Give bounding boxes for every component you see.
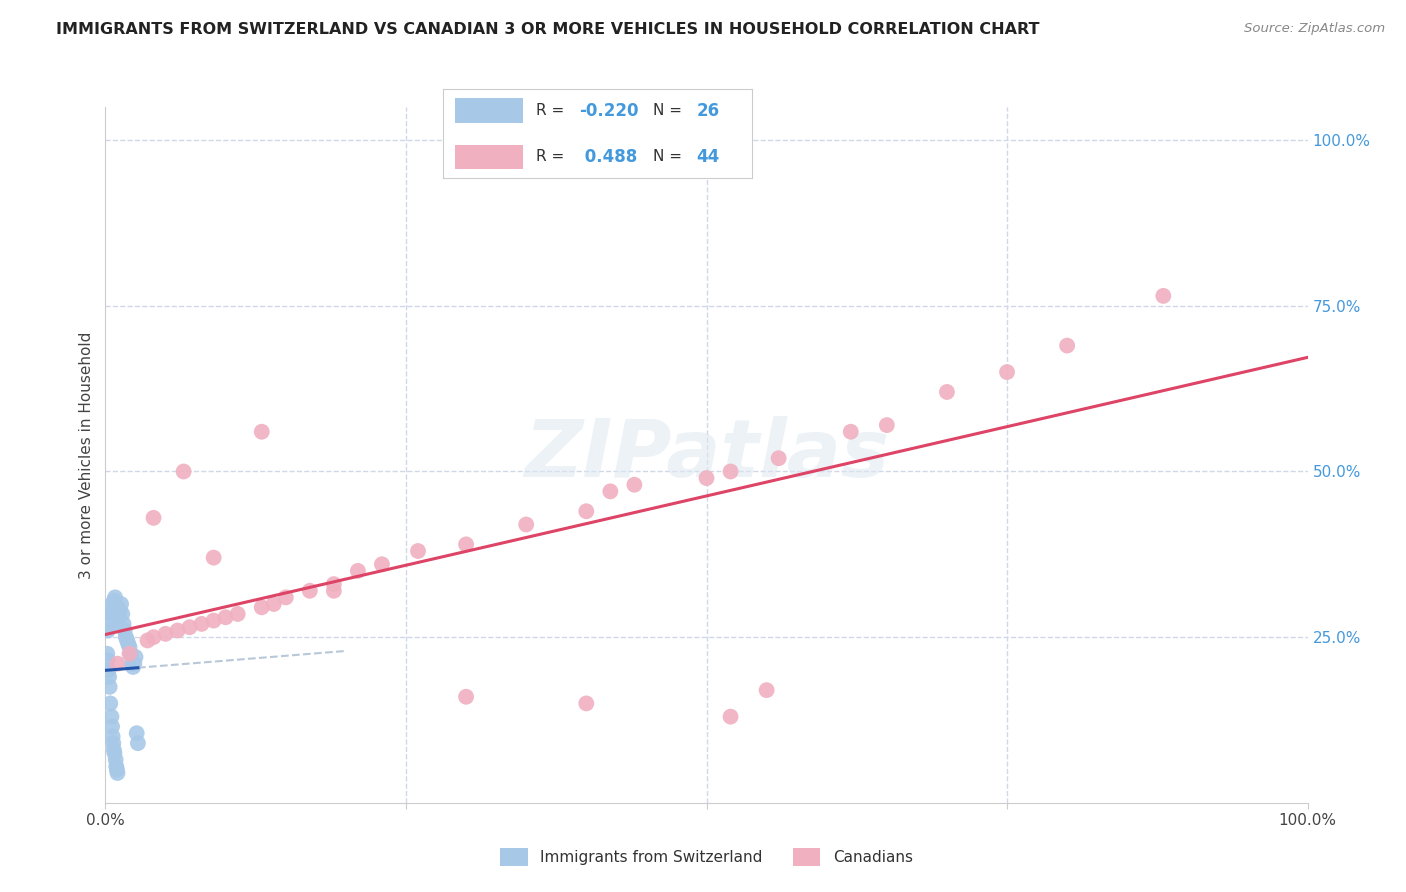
Point — [575, 504, 598, 518]
Point — [98, 697, 121, 711]
Point — [274, 591, 297, 605]
Point — [202, 614, 225, 628]
Point — [107, 600, 129, 615]
Point — [98, 670, 121, 684]
Point — [936, 384, 959, 399]
Point — [100, 604, 122, 618]
Point — [120, 647, 142, 661]
Text: 26: 26 — [696, 102, 720, 120]
Point — [755, 683, 778, 698]
Text: R =: R = — [536, 103, 569, 118]
Point — [142, 511, 165, 525]
Point — [115, 630, 138, 644]
Point — [768, 451, 790, 466]
Point — [720, 465, 742, 479]
Point — [155, 627, 177, 641]
Point — [454, 537, 477, 551]
Point — [125, 726, 148, 740]
Y-axis label: 3 or more Vehicles in Household: 3 or more Vehicles in Household — [79, 331, 94, 579]
Point — [115, 633, 138, 648]
Bar — [456, 145, 523, 169]
Point — [575, 697, 598, 711]
Point — [114, 624, 136, 638]
Point — [124, 657, 146, 671]
Point — [97, 663, 120, 677]
Point — [122, 660, 145, 674]
Point — [371, 558, 394, 572]
Point — [103, 736, 125, 750]
Point — [103, 743, 125, 757]
Point — [107, 657, 129, 671]
Point — [263, 597, 285, 611]
Point — [166, 624, 188, 638]
Text: N =: N = — [654, 150, 688, 164]
Point — [1056, 338, 1078, 352]
Point — [100, 709, 122, 723]
Point — [214, 610, 236, 624]
Point — [101, 597, 124, 611]
Point — [111, 607, 134, 621]
Point — [322, 577, 344, 591]
Point — [226, 607, 249, 621]
Point — [720, 709, 742, 723]
Text: R =: R = — [536, 150, 569, 164]
Point — [97, 653, 120, 667]
Point — [105, 616, 128, 631]
Point — [136, 633, 159, 648]
Point — [121, 657, 143, 671]
Point — [454, 690, 477, 704]
Text: ZIPatlas: ZIPatlas — [524, 416, 889, 494]
Point — [105, 759, 128, 773]
Point — [142, 630, 165, 644]
Point — [696, 471, 718, 485]
Point — [322, 583, 344, 598]
Point — [98, 616, 121, 631]
Point — [876, 418, 898, 433]
Point — [127, 736, 149, 750]
Point — [623, 477, 645, 491]
Text: -0.220: -0.220 — [579, 102, 638, 120]
Text: IMMIGRANTS FROM SWITZERLAND VS CANADIAN 3 OR MORE VEHICLES IN HOUSEHOLD CORRELAT: IMMIGRANTS FROM SWITZERLAND VS CANADIAN … — [56, 22, 1040, 37]
Point — [112, 616, 135, 631]
Point — [107, 610, 129, 624]
Point — [103, 593, 125, 607]
Bar — [456, 98, 523, 123]
Point — [406, 544, 429, 558]
Point — [107, 766, 129, 780]
Point — [347, 564, 370, 578]
Point — [98, 607, 121, 621]
Point — [995, 365, 1018, 379]
Point — [117, 637, 139, 651]
Text: Source: ZipAtlas.com: Source: ZipAtlas.com — [1244, 22, 1385, 36]
Point — [101, 720, 124, 734]
Point — [104, 591, 127, 605]
Point — [190, 616, 212, 631]
Text: N =: N = — [654, 103, 688, 118]
Point — [124, 650, 146, 665]
Legend: Immigrants from Switzerland, Canadians: Immigrants from Switzerland, Canadians — [495, 842, 918, 871]
Point — [118, 640, 141, 654]
Point — [118, 647, 141, 661]
Point — [298, 583, 321, 598]
Point — [96, 647, 118, 661]
Point — [599, 484, 621, 499]
Point — [97, 624, 120, 638]
Point — [250, 600, 273, 615]
Point — [110, 597, 132, 611]
Point — [104, 753, 127, 767]
Text: 44: 44 — [696, 148, 720, 166]
Point — [839, 425, 862, 439]
Point — [250, 425, 273, 439]
Point — [179, 620, 201, 634]
Point — [98, 680, 121, 694]
Point — [108, 604, 131, 618]
Text: 0.488: 0.488 — [579, 148, 637, 166]
Point — [515, 517, 537, 532]
Point — [105, 763, 128, 777]
Point — [202, 550, 225, 565]
Point — [103, 746, 125, 760]
Point — [1152, 289, 1174, 303]
Point — [101, 730, 124, 744]
Point — [173, 465, 195, 479]
